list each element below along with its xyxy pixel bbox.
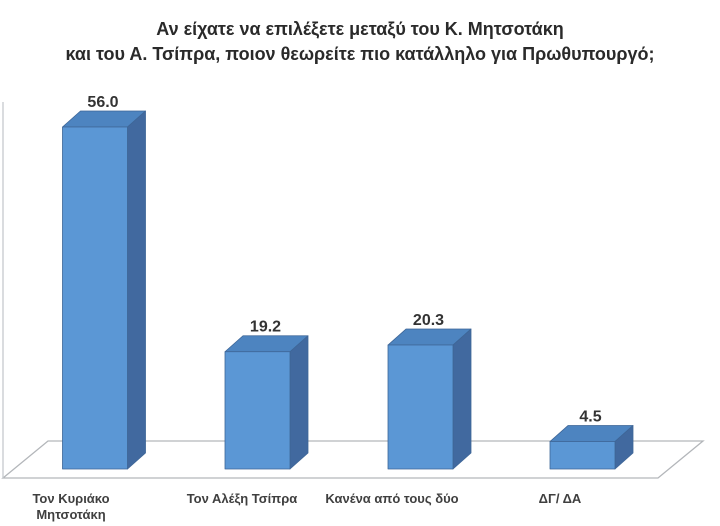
- bar-side-face: [452, 328, 472, 470]
- chart-title-line-1: Αν είχατε να επιλέξετε μεταξύ του Κ. Μητ…: [156, 19, 564, 39]
- bar-front-face: [62, 126, 128, 470]
- bar-value-label: 56.0: [87, 94, 118, 111]
- chart-title: Αν είχατε να επιλέξετε μεταξύ του Κ. Μητ…: [0, 17, 720, 67]
- bar-side-face: [127, 110, 146, 470]
- bar-side-face: [289, 335, 309, 470]
- bar-front-face: [224, 351, 291, 470]
- bar-front-face: [387, 344, 454, 470]
- category-label: Μητσοτάκη: [36, 507, 105, 522]
- category-label: Τον Αλέξη Τσίπρα: [187, 491, 298, 506]
- category-label: Κανένα από τους δύο: [325, 491, 458, 506]
- category-label: ΔΓ/ ΔΑ: [539, 491, 582, 506]
- category-label: Τον Κυριάκο: [32, 491, 109, 506]
- bar-front-face: [549, 441, 616, 470]
- bar-value-label: 4.5: [579, 409, 601, 426]
- chart-title-line-2: και του Α. Τσίπρα, ποιον θεωρείτε πιο κα…: [65, 44, 655, 64]
- bar-value-label: 19.2: [250, 319, 281, 336]
- bar-value-label: 20.3: [413, 312, 444, 329]
- chart-floor: [1, 440, 705, 479]
